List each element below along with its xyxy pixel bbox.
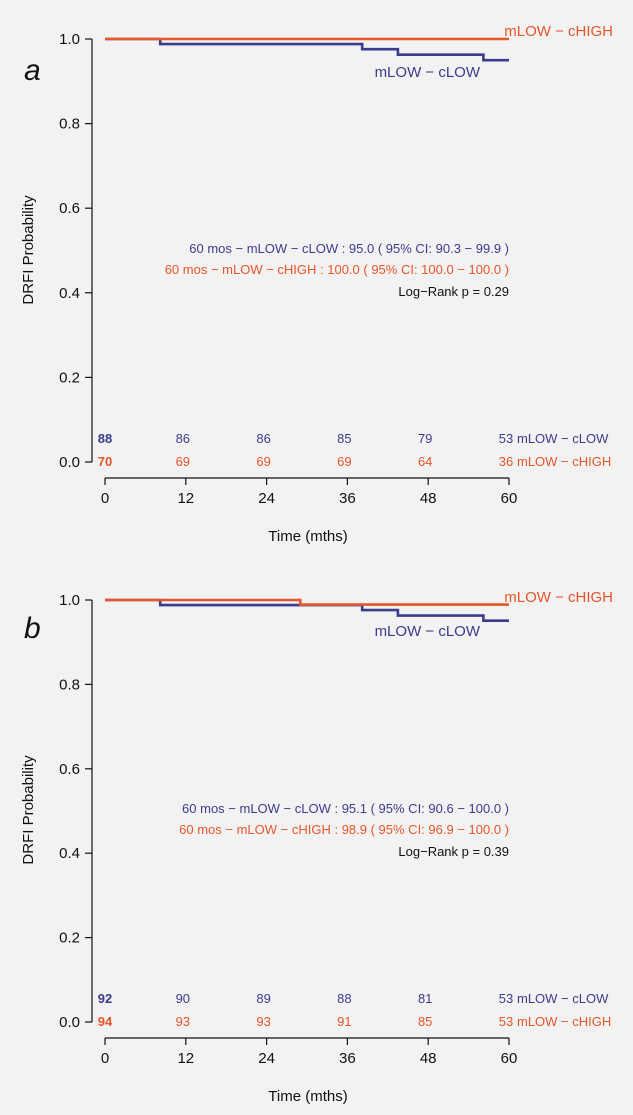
risk-count-chigh: 36: [499, 454, 513, 469]
x-tick-label: 0: [101, 490, 109, 507]
risk-count-clow: 90: [176, 991, 190, 1006]
risk-group-clow: mLOW − cLOW: [517, 431, 609, 446]
panel-letter-b: b: [24, 612, 41, 645]
x-tick-label: 24: [258, 1050, 275, 1067]
risk-count-clow: 92: [98, 991, 112, 1006]
risk-count-clow: 86: [256, 431, 270, 446]
panel-b: b DRFI Probability Time (mths) 60 mos − …: [20, 589, 613, 1105]
risk-count-clow: 86: [176, 431, 190, 446]
risk-group-clow: mLOW − cLOW: [517, 991, 609, 1006]
annotation-chigh: 60 mos − mLOW − cHIGH : 98.9 ( 95% CI: 9…: [179, 822, 509, 837]
series-label-clow: mLOW − cLOW: [375, 623, 481, 640]
y-tick-label: 0.0: [59, 1014, 80, 1031]
km-curve-clow: [105, 37, 509, 62]
annotation-clow: 60 mos − mLOW − cLOW : 95.0 ( 95% CI: 90…: [189, 241, 509, 256]
risk-count-clow: 81: [418, 991, 432, 1006]
y-tick-label: 0.6: [59, 761, 80, 778]
y-tick-label: 0.8: [59, 116, 80, 133]
x-tick-label: 48: [420, 490, 437, 507]
x-tick-label: 12: [177, 490, 194, 507]
risk-count-clow: 53: [499, 991, 513, 1006]
risk-count-chigh: 64: [418, 454, 432, 469]
risk-count-clow: 79: [418, 431, 432, 446]
annotation-logrank: Log−Rank p = 0.39: [398, 844, 509, 859]
risk-count-chigh: 69: [176, 454, 190, 469]
km-curve-clow: [105, 598, 509, 623]
y-axis-title: DRFI Probability: [20, 755, 37, 865]
risk-count-clow: 89: [256, 991, 270, 1006]
panel-letter-a: a: [24, 54, 41, 87]
series-label-clow: mLOW − cLOW: [375, 64, 481, 81]
risk-group-chigh: mLOW − cHIGH: [517, 454, 611, 469]
x-tick-label: 36: [339, 490, 356, 507]
y-tick-label: 0.0: [59, 454, 80, 471]
annotation-logrank: Log−Rank p = 0.29: [398, 284, 509, 299]
risk-group-chigh: mLOW − cHIGH: [517, 1014, 611, 1029]
y-tick-label: 0.6: [59, 200, 80, 217]
y-tick-label: 1.0: [59, 592, 80, 609]
risk-count-clow: 88: [337, 991, 351, 1006]
x-tick-label: 48: [420, 1050, 437, 1067]
risk-count-chigh: 94: [98, 1014, 113, 1029]
x-tick-label: 60: [501, 490, 518, 507]
x-axis-title: Time (mths): [268, 1088, 347, 1105]
y-tick-label: 0.8: [59, 676, 80, 693]
risk-count-chigh: 53: [499, 1014, 513, 1029]
annotation-chigh: 60 mos − mLOW − cHIGH : 100.0 ( 95% CI: …: [165, 262, 509, 277]
risk-count-chigh: 69: [256, 454, 270, 469]
risk-count-clow: 85: [337, 431, 351, 446]
series-label-chigh: mLOW − cHIGH: [504, 23, 613, 40]
risk-count-clow: 88: [98, 431, 112, 446]
risk-count-chigh: 70: [98, 454, 112, 469]
risk-count-chigh: 91: [337, 1014, 351, 1029]
y-tick-label: 0.2: [59, 930, 80, 947]
risk-count-chigh: 85: [418, 1014, 432, 1029]
x-axis-title: Time (mths): [268, 528, 347, 545]
y-tick-label: 0.4: [59, 285, 80, 302]
x-tick-label: 12: [177, 1050, 194, 1067]
risk-count-chigh: 69: [337, 454, 351, 469]
series-label-chigh: mLOW − cHIGH: [504, 589, 613, 606]
y-tick-label: 1.0: [59, 31, 80, 48]
km-curve-chigh: [105, 598, 509, 606]
x-tick-label: 36: [339, 1050, 356, 1067]
risk-count-chigh: 93: [176, 1014, 190, 1029]
x-tick-label: 24: [258, 490, 275, 507]
y-tick-label: 0.2: [59, 369, 80, 386]
risk-count-chigh: 93: [256, 1014, 270, 1029]
risk-count-clow: 53: [499, 431, 513, 446]
annotation-clow: 60 mos − mLOW − cLOW : 95.1 ( 95% CI: 90…: [182, 801, 509, 816]
x-tick-label: 0: [101, 1050, 109, 1067]
y-tick-label: 0.4: [59, 845, 80, 862]
panel-a: a DRFI Probability Time (mths) 60 mos − …: [20, 23, 613, 545]
x-tick-label: 60: [501, 1050, 518, 1067]
y-axis-title: DRFI Probability: [20, 195, 37, 305]
